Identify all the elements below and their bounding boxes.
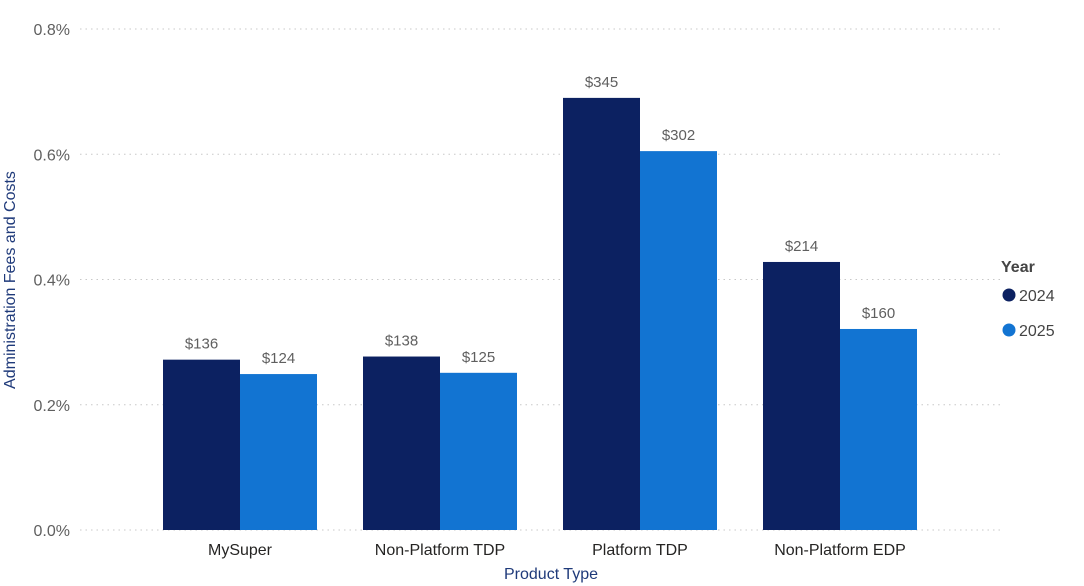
x-category-label: MySuper (208, 542, 273, 559)
legend-marker-2025 (1002, 323, 1016, 337)
y-tick-label: 0.2% (34, 398, 70, 415)
y-axis-title: Administration Fees and Costs (2, 171, 19, 389)
data-label: $345 (585, 74, 618, 91)
bars (163, 97, 917, 530)
data-label: $160 (862, 305, 895, 322)
bar-2025 (240, 374, 317, 530)
legend-title: Year (1001, 259, 1035, 276)
x-axis-categories: MySuper Non-Platform TDP Platform TDP Non-P… (208, 542, 906, 559)
data-label: $138 (385, 333, 418, 350)
legend-label-2024: 2024 (1019, 288, 1055, 305)
data-label: $214 (785, 238, 818, 255)
x-category-label: Platform TDP (592, 542, 688, 559)
bar-2024 (763, 261, 840, 530)
y-tick-label: 0.0% (34, 523, 70, 540)
x-category-label: Non-Platform EDP (774, 542, 906, 559)
bar-2024 (363, 356, 440, 530)
data-label: $125 (462, 349, 495, 366)
bar-2025 (640, 151, 717, 530)
x-category-label: Non-Platform TDP (375, 542, 505, 559)
x-axis-title: Product Type (504, 566, 598, 583)
y-tick-label: 0.8% (34, 22, 70, 39)
data-label: $136 (185, 336, 218, 353)
bar-2025 (440, 372, 517, 530)
data-labels: $136 $124 $138 $125 $345 $302 $214 $160 (185, 74, 895, 367)
data-label: $302 (662, 127, 695, 144)
bar-2024 (563, 97, 640, 530)
y-axis-ticks: 0.0% 0.2% 0.4% 0.6% 0.8% (34, 22, 70, 540)
legend-marker-2024 (1002, 288, 1016, 302)
bar-2025 (840, 328, 917, 530)
y-tick-label: 0.4% (34, 273, 70, 290)
legend-label-2025: 2025 (1019, 323, 1055, 340)
y-tick-label: 0.6% (34, 147, 70, 164)
legend: Year 2024 2025 (1001, 259, 1055, 340)
data-label: $124 (262, 350, 295, 367)
bar-2024 (163, 359, 240, 530)
